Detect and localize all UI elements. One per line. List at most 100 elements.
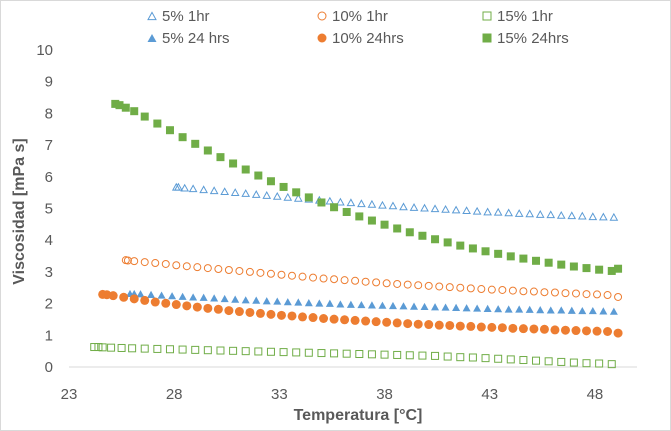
data-point bbox=[214, 265, 223, 274]
x-tick-label: 38 bbox=[376, 386, 393, 403]
data-point bbox=[251, 190, 261, 198]
data-point bbox=[123, 256, 132, 265]
data-point bbox=[382, 279, 391, 288]
data-point bbox=[213, 304, 223, 314]
y-tick-label: 6 bbox=[45, 169, 53, 186]
data-point bbox=[229, 159, 238, 168]
data-point bbox=[546, 210, 556, 219]
data-point bbox=[294, 298, 303, 306]
x-tick-label: 43 bbox=[481, 386, 498, 403]
data-point bbox=[539, 324, 549, 334]
data-point bbox=[199, 293, 208, 301]
x-tick-label: 33 bbox=[271, 386, 288, 403]
data-point bbox=[613, 328, 623, 338]
data-point bbox=[165, 345, 174, 354]
data-point bbox=[298, 312, 308, 322]
data-point bbox=[504, 208, 514, 217]
data-point bbox=[508, 286, 517, 295]
data-point bbox=[153, 119, 162, 128]
data-point bbox=[544, 258, 553, 267]
data-point bbox=[494, 305, 503, 313]
data-point bbox=[266, 309, 276, 319]
legend-label: 5% 24 hrs bbox=[162, 30, 230, 47]
data-point bbox=[420, 203, 429, 212]
data-point bbox=[603, 326, 613, 336]
data-point bbox=[403, 319, 413, 329]
data-point bbox=[241, 347, 250, 356]
data-point bbox=[462, 304, 471, 312]
data-point bbox=[165, 126, 174, 135]
data-point bbox=[609, 212, 619, 221]
data-point bbox=[577, 211, 587, 220]
data-point bbox=[108, 291, 118, 301]
data-point bbox=[350, 315, 360, 325]
data-point bbox=[393, 224, 402, 233]
series-group bbox=[90, 343, 616, 369]
data-point bbox=[182, 301, 192, 311]
data-point bbox=[203, 146, 212, 155]
data-point bbox=[361, 277, 370, 286]
data-point bbox=[409, 203, 419, 211]
data-point bbox=[262, 297, 271, 305]
data-point bbox=[136, 290, 145, 298]
data-point bbox=[315, 299, 324, 307]
data-point bbox=[405, 228, 414, 237]
data-point bbox=[506, 252, 515, 261]
data-point bbox=[614, 264, 623, 273]
data-point bbox=[325, 196, 335, 205]
data-point bbox=[276, 310, 286, 320]
data-point bbox=[293, 193, 303, 202]
data-point bbox=[468, 244, 477, 253]
data-point bbox=[544, 357, 553, 366]
data-point bbox=[504, 305, 513, 313]
data-point bbox=[266, 177, 275, 186]
data-point bbox=[210, 294, 219, 302]
y-tick-label: 5 bbox=[45, 201, 53, 218]
data-point bbox=[283, 192, 293, 201]
data-point bbox=[388, 301, 397, 310]
data-point bbox=[129, 294, 139, 304]
data-point bbox=[392, 318, 402, 328]
data-point bbox=[351, 276, 360, 285]
y-tick-label: 9 bbox=[45, 74, 53, 91]
data-point bbox=[117, 343, 126, 352]
data-point bbox=[216, 346, 225, 355]
data-point bbox=[462, 206, 471, 215]
data-point bbox=[529, 324, 539, 334]
data-point bbox=[254, 171, 263, 180]
data-point bbox=[140, 344, 149, 353]
data-point bbox=[191, 139, 200, 148]
data-point bbox=[476, 322, 486, 332]
data-point bbox=[571, 326, 581, 336]
data-point bbox=[582, 290, 591, 299]
data-point bbox=[130, 257, 139, 266]
data-point bbox=[192, 302, 202, 312]
data-point bbox=[330, 203, 339, 212]
data-point bbox=[418, 351, 427, 360]
series-group bbox=[126, 289, 618, 315]
data-point bbox=[367, 216, 376, 225]
data-point bbox=[273, 297, 282, 305]
data-point bbox=[403, 280, 412, 289]
data-point bbox=[292, 188, 301, 197]
data-point bbox=[607, 360, 616, 369]
data-point bbox=[431, 351, 440, 360]
data-point bbox=[455, 321, 465, 331]
data-point bbox=[203, 303, 213, 313]
data-point bbox=[493, 207, 503, 216]
data-point bbox=[172, 261, 181, 270]
data-point bbox=[399, 202, 408, 211]
data-point bbox=[231, 295, 240, 303]
data-point bbox=[361, 316, 371, 326]
data-point bbox=[325, 299, 334, 307]
data-point bbox=[540, 288, 549, 297]
data-point bbox=[279, 182, 288, 191]
data-point bbox=[592, 326, 602, 336]
data-point bbox=[382, 317, 392, 327]
data-point bbox=[535, 210, 545, 218]
series-group bbox=[98, 289, 623, 338]
data-point bbox=[393, 279, 402, 288]
data-point bbox=[119, 292, 129, 302]
data-point bbox=[189, 293, 198, 301]
